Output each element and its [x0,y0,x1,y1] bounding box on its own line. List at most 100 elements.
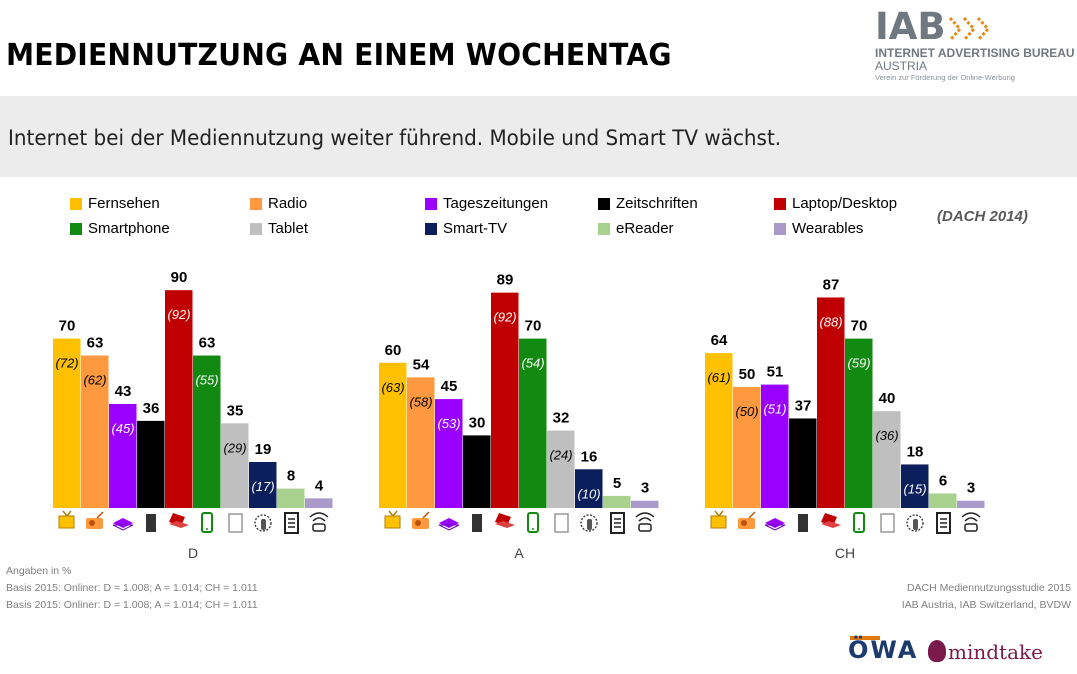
mindtake-logo: mindtake [948,640,1043,664]
prev-year-label: (51) [763,402,786,417]
data-label: 43 [115,383,132,400]
magazine-icon [472,514,482,532]
group-label: A [514,545,524,561]
footer-publishers: IAB Austria, IAB Switzerland, BVDW [901,599,1071,611]
bar [901,464,929,508]
prev-year-label: (35) [465,452,488,467]
bar [109,403,137,508]
data-label: 89 [497,272,514,289]
bar [575,469,603,508]
data-label: 63 [199,335,216,352]
bar [519,338,547,508]
footer-note: Angaben in % [6,565,72,577]
bar [705,353,733,508]
prev-year-label: (24) [549,448,572,463]
prev-year-label: (88) [819,314,842,329]
legend-label: eReader [616,220,674,237]
data-label: 70 [525,318,542,335]
legend-label: Radio [268,195,308,212]
prev-year-label: (17) [251,479,274,494]
bar [277,488,305,508]
tv-icon [384,510,401,529]
prev-year-label: (50) [735,404,758,419]
iab-logo: IAB INTERNET ADVERTISING BUREAU AUSTRIA … [875,8,1075,88]
data-label: 63 [87,335,104,352]
legend-swatch [250,222,262,235]
bar [547,430,575,508]
bar [957,500,985,508]
smartphone-icon [201,512,213,533]
legend-item: Wearables [774,220,863,237]
legend-label: Zeitschriften [616,195,698,212]
prev-year-label: (15) [903,481,926,496]
data-label: 45 [441,378,458,395]
prev-year-label: (45) [111,421,134,436]
legend-item: Fernsehen [70,195,160,212]
newspaper-icon [438,518,460,531]
legend-swatch [425,222,437,235]
data-label: 6 [939,472,947,489]
data-label: 60 [385,342,402,359]
legend-item: Laptop/Desktop [774,195,897,212]
data-label: 70 [851,318,868,335]
data-label: 50 [739,366,756,383]
prev-year-label: (29) [223,440,246,455]
legend-label: Tablet [268,220,309,237]
wearable-icon [961,512,981,532]
bar [789,418,817,508]
bar [761,384,789,508]
prev-year-label: (62) [83,373,106,388]
laptop-icon [495,513,515,528]
bar [435,399,463,508]
bar [379,362,407,508]
bar [53,338,81,508]
prev-year-label: (43) [139,438,162,453]
prev-year-label: (55) [195,373,218,388]
prev-year-label: (61) [707,370,730,385]
data-label: 36 [143,400,160,417]
radio-icon [738,511,756,529]
bar [193,355,221,508]
data-label: 54 [413,356,430,373]
prev-year-label: (63) [381,380,404,395]
smartphone-icon [853,512,865,533]
smart-tv-icon [254,514,272,532]
legend-note: (DACH 2014) [937,208,1028,225]
bar [603,495,631,508]
tv-icon [58,510,75,529]
footer-basis: Basis 2015: Onliner: D = 1.008; A = 1.01… [6,582,258,594]
prev-year-label: (59) [847,356,870,371]
tablet-icon [228,513,243,533]
legend-swatch [598,197,610,210]
prev-year-label: (10) [577,486,600,501]
data-label: 18 [907,443,924,460]
bar [631,500,659,508]
bar [845,338,873,508]
data-label: 3 [641,480,649,497]
bar [929,493,957,508]
legend-swatch [425,197,437,210]
legend-swatch [774,197,786,210]
legend-swatch [774,222,786,235]
data-label: 70 [59,318,76,335]
data-label: 32 [553,410,570,427]
data-label: 90 [171,269,188,286]
footer-basis-2: Basis 2015: Onliner: D = 1.008; A = 1.01… [6,599,258,611]
magazine-icon [146,514,156,532]
legend-swatch [250,197,262,210]
newspaper-icon [764,518,786,531]
legend-label: Smartphone [88,220,170,237]
legend-item: Tablet [250,220,308,237]
legend-swatch [70,222,82,235]
smart-tv-icon [906,514,924,532]
page-title: MEDIENNUTZUNG AN EINEM WOCHENTAG [6,38,672,73]
bar [463,435,491,508]
prev-year-label: (92) [167,307,190,322]
prev-year-label: (92) [493,310,516,325]
prev-year-label: (53) [437,416,460,431]
legend-swatch [598,222,610,235]
prev-year-label: (39) [791,435,814,450]
group-label: D [188,545,198,561]
footer-source: DACH Mediennutzungsstudie 2015 [906,582,1071,594]
